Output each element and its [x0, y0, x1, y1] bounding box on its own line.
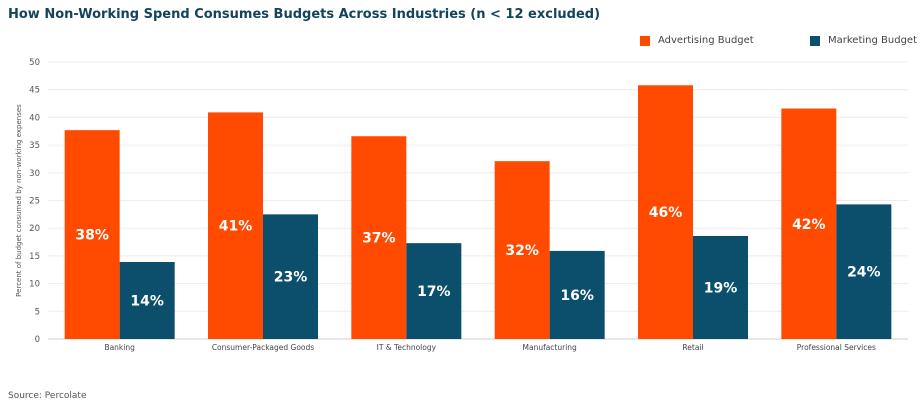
bar-advertising	[781, 108, 837, 339]
chart-title: How Non-Working Spend Consumes Budgets A…	[8, 7, 601, 22]
legend-item-advertising: Advertising Budget	[640, 35, 754, 46]
bar-advertising	[64, 130, 120, 339]
y-tick-label: 25	[29, 197, 40, 207]
data-label: 17%	[417, 284, 451, 300]
legend-swatch-marketing	[810, 35, 820, 46]
x-tick-label: Professional Services	[797, 343, 876, 352]
legend-swatch-advertising	[640, 35, 650, 46]
y-tick-label: 0	[35, 335, 40, 345]
bar-marketing	[549, 250, 605, 339]
data-label: 14%	[130, 293, 164, 309]
bar-marketing	[693, 235, 748, 339]
data-label: 37%	[362, 231, 396, 247]
bar-marketing	[836, 204, 892, 339]
y-tick-label: 20	[29, 224, 40, 234]
bar-marketing	[119, 261, 175, 339]
data-label: 38%	[75, 228, 109, 244]
x-tick-label: Retail	[682, 343, 703, 352]
y-axis-label: Percent of budget consumed by non-workin…	[15, 104, 23, 297]
bar-advertising	[208, 112, 263, 339]
y-tick-label: 30	[29, 169, 40, 179]
legend-item-marketing: Marketing Budget	[810, 35, 917, 46]
y-tick-label: 5	[35, 307, 40, 317]
data-label: 16%	[560, 288, 594, 304]
data-label: 23%	[274, 270, 308, 286]
data-label: 24%	[847, 265, 881, 281]
bar-advertising	[494, 161, 550, 339]
legend-label-marketing: Marketing Budget	[828, 35, 917, 46]
x-tick-label: IT & Technology	[377, 343, 437, 352]
data-label: 42%	[792, 217, 826, 233]
y-tick-label: 45	[29, 86, 40, 96]
x-tick-label: Manufacturing	[523, 343, 578, 352]
bar-advertising	[638, 85, 693, 339]
bar-marketing	[406, 243, 462, 339]
data-label: 46%	[649, 205, 683, 221]
source-note: Source: Percolate	[8, 391, 87, 401]
y-tick-label: 35	[29, 141, 40, 151]
x-tick-label: Consumer-Packaged Goods	[212, 343, 314, 352]
bar-advertising	[351, 136, 407, 339]
y-tick-label: 50	[29, 58, 40, 68]
bar-marketing	[263, 214, 318, 339]
data-label: 32%	[505, 243, 539, 259]
legend-label-advertising: Advertising Budget	[658, 35, 754, 46]
y-tick-label: 40	[29, 113, 40, 123]
data-label: 41%	[219, 219, 253, 235]
x-tick-label: Banking	[104, 343, 135, 352]
y-tick-label: 15	[29, 252, 40, 262]
data-label: 19%	[704, 280, 738, 296]
y-tick-label: 10	[29, 280, 40, 290]
